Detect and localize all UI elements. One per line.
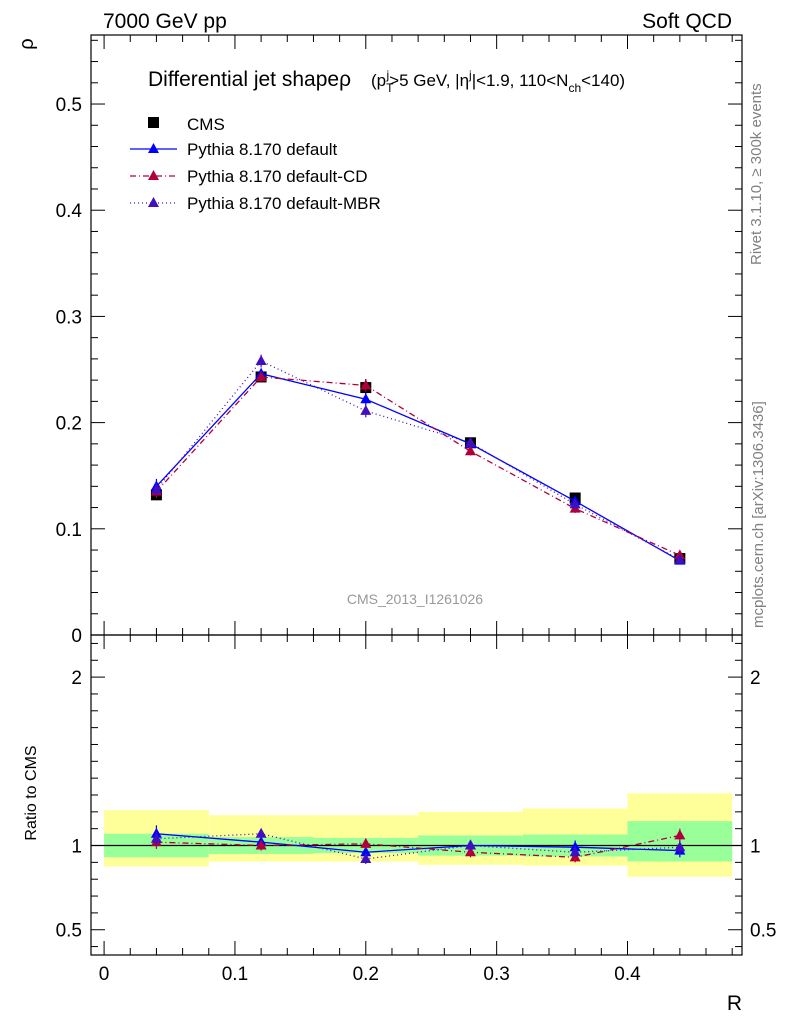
legend-entry-cd: Pythia 8.170 default-CD	[130, 167, 368, 186]
legend-entry-mbr: Pythia 8.170 default-MBR	[130, 194, 381, 213]
ratio-marker-s2-2	[360, 853, 372, 863]
main-marker-s3-3	[464, 436, 476, 447]
ratio-series-line-2	[156, 833, 680, 860]
main-y-tick-label-5: 0.5	[56, 95, 82, 116]
main-marker-s3-4	[569, 498, 581, 509]
ratio-plot: 0 0.1 0.2 0.3 0.4 0.5 0.5 1 1 2 2	[56, 634, 776, 985]
header-left: 7000 GeV pp	[103, 10, 227, 33]
cond-part-5: |<1.9, 110<N	[472, 71, 569, 90]
legend-label-default: Pythia 8.170 default	[187, 140, 338, 159]
cond-part-6: ch	[568, 81, 581, 95]
cond-part-4: j	[468, 68, 472, 82]
ratio-y-tick-label-right-1: 1	[750, 837, 761, 858]
x-tick-label-2: 0.2	[353, 964, 379, 985]
chart-title: Differential jet shapeρ	[148, 68, 351, 91]
x-tick-label-1: 0.1	[222, 964, 248, 985]
watermark: CMS_2013_I1261026	[347, 591, 483, 607]
chart-title-main: Differential jet shape	[148, 68, 339, 91]
main-marker-s1-2	[360, 393, 372, 404]
ratio-y-tick-label-right-2: 2	[750, 668, 761, 689]
ratio-series-line-0	[156, 833, 680, 853]
ratio-marker-s0-4	[569, 841, 581, 852]
main-y-tick-label-0: 0	[71, 626, 82, 647]
legend-marker-cd	[148, 170, 159, 180]
legend: CMS Pythia 8.170 default Pythia 8.170 de…	[130, 115, 381, 213]
legend-marker-default	[148, 143, 159, 153]
side-label-mcplots: mcplots.cern.ch [arXiv:1306.3436]	[750, 401, 767, 628]
main-y-tick-label-2: 0.2	[56, 414, 82, 435]
legend-marker-mbr	[148, 197, 159, 207]
y-axis-label-main: ρ	[16, 38, 38, 49]
ratio-marker-s2-0	[150, 832, 162, 843]
main-y-tick-label-4: 0.4	[56, 201, 83, 222]
ratio-y-tick-label-left-2: 2	[71, 668, 82, 689]
legend-label-cd: Pythia 8.170 default-CD	[187, 167, 368, 186]
ratio-marker-s2-3	[464, 839, 476, 850]
ratio-marker-s0-2	[360, 846, 372, 857]
ratio-marker-s2-5	[674, 841, 686, 852]
main-y-tick-label-1: 0.1	[56, 520, 82, 541]
cond-part-2: j	[385, 68, 389, 82]
cond-part-7: <140)	[581, 71, 625, 90]
ratio-marker-s2-1	[255, 827, 267, 838]
ratio-marker-s1-5	[674, 829, 686, 840]
x-tick-label-0: 0	[99, 964, 110, 985]
side-label-rivet: Rivet 3.1.10, ≥ 300k events	[748, 83, 765, 265]
main-marker-s3-0	[150, 483, 162, 494]
main-marker-s3-2	[360, 404, 372, 415]
legend-label-cms: CMS	[187, 115, 225, 134]
ratio-y-tick-label-left-1: 1	[71, 837, 82, 858]
ratio-y-tick-label-right-0: 0.5	[750, 921, 776, 942]
ratio-marker-s1-2	[360, 837, 372, 848]
cond-part-3: >5 GeV, |η	[389, 71, 469, 90]
x-axis-label: R	[727, 992, 742, 1015]
main-marker-s2-1	[255, 370, 267, 381]
ratio-series-line-1	[156, 834, 680, 858]
main-marker-s2-3	[464, 445, 476, 456]
main-marker-s2-2	[360, 379, 372, 390]
legend-entry-default: Pythia 8.170 default	[130, 140, 338, 159]
cond-part-1: T	[386, 81, 394, 95]
ratio-y-tick-label-left-0: 0.5	[56, 921, 82, 942]
ratio-marker-s2-4	[569, 846, 581, 857]
main-marker-s3-1	[255, 355, 267, 366]
x-tick-label-4: 0.4	[614, 964, 641, 985]
legend-marker-cms	[148, 117, 159, 128]
y-axis-label-ratio: Ratio to CMS	[23, 745, 40, 840]
main-series-line-1	[155, 373, 681, 562]
cond-part-0: (p	[371, 71, 386, 90]
main-series-line-3	[155, 360, 681, 561]
ratio-marker-s1-3	[464, 846, 476, 857]
ratio-marker-s1-1	[255, 839, 267, 850]
header-right: Soft QCD	[642, 10, 732, 33]
legend-entry-cms: CMS	[148, 115, 225, 134]
main-series-line-2	[155, 376, 681, 556]
chart-title-conditions: (pTj>5 GeV, |ηj|<1.9, 110<Nch<140)	[371, 68, 625, 95]
main-y-tick-label-3: 0.3	[56, 307, 82, 328]
legend-label-mbr: Pythia 8.170 default-MBR	[187, 194, 381, 213]
x-tick-label-3: 0.3	[483, 964, 509, 985]
chart-title-symbol: ρ	[339, 68, 351, 91]
main-plot: 0 0.1 0.2 0.3 0.4 0.5	[56, 34, 743, 647]
main-marker-s3-5	[674, 553, 686, 564]
